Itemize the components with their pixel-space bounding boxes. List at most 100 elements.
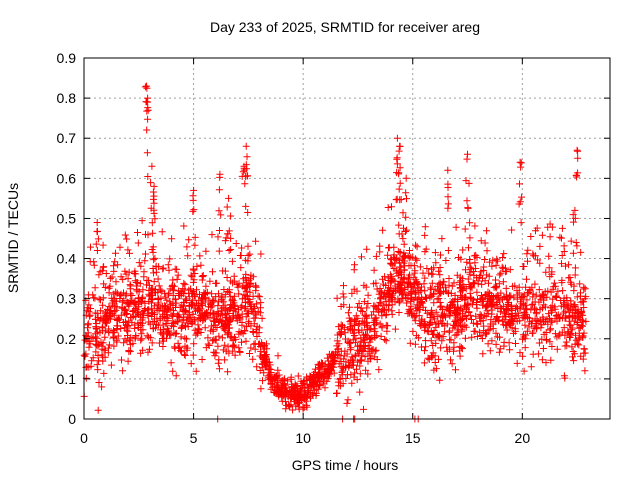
data-point (231, 351, 239, 359)
data-point (328, 361, 336, 369)
data-point (421, 324, 429, 332)
data-point (517, 159, 525, 167)
data-point (571, 214, 579, 222)
data-point (183, 335, 190, 343)
data-point (231, 302, 239, 310)
data-point (494, 257, 502, 265)
data-point (184, 323, 192, 330)
data-point (176, 291, 184, 299)
data-point (274, 366, 282, 374)
data-point (421, 231, 429, 239)
data-point (105, 284, 113, 292)
data-point (105, 341, 113, 349)
data-point (408, 294, 416, 302)
data-point (328, 351, 335, 359)
data-point (258, 314, 266, 322)
data-point (94, 352, 102, 359)
data-point (289, 406, 297, 414)
data-point (372, 252, 380, 260)
data-point (556, 233, 564, 241)
data-point (287, 395, 295, 403)
data-point (480, 322, 488, 330)
data-point (413, 256, 421, 264)
data-point (335, 323, 343, 331)
data-point (196, 311, 204, 319)
data-point (242, 291, 250, 299)
data-point (376, 320, 384, 328)
data-point (486, 258, 494, 266)
data-point (160, 307, 168, 315)
data-point (282, 405, 290, 413)
data-point (354, 346, 362, 354)
data-point (434, 287, 442, 295)
data-point (529, 250, 537, 258)
data-point (187, 360, 195, 368)
data-point (373, 285, 381, 293)
data-point (507, 292, 515, 300)
data-point (511, 327, 519, 335)
data-point (132, 279, 140, 286)
data-point (576, 280, 584, 288)
data-point (190, 186, 198, 194)
data-point (572, 239, 580, 246)
data-point (384, 251, 392, 259)
data-point (471, 259, 479, 267)
data-point (514, 305, 521, 312)
data-point (312, 365, 319, 373)
data-point (470, 279, 478, 287)
data-point (502, 306, 510, 313)
data-point (565, 261, 573, 269)
data-point (524, 246, 532, 254)
data-point (100, 346, 108, 354)
data-point (214, 359, 222, 367)
data-point (336, 329, 344, 337)
data-point (122, 321, 130, 329)
data-point (147, 179, 155, 187)
chart-title: Day 233 of 2025, SRMTID for receiver are… (210, 19, 480, 35)
data-point (395, 309, 403, 316)
data-point (102, 308, 110, 316)
data-point (207, 301, 215, 309)
data-point (155, 306, 163, 314)
data-point (549, 283, 557, 291)
data-point (578, 316, 586, 324)
data-point (356, 388, 364, 396)
data-point (100, 280, 108, 288)
data-point (120, 339, 128, 347)
data-point (398, 291, 406, 299)
data-point (558, 252, 566, 259)
data-point (294, 399, 302, 407)
data-point (525, 323, 533, 331)
data-point (191, 233, 199, 241)
data-point (163, 334, 170, 342)
data-point (488, 337, 496, 345)
data-point (139, 293, 147, 301)
data-point (540, 292, 548, 300)
data-point (120, 305, 128, 313)
data-point (393, 155, 401, 163)
data-point (159, 343, 167, 350)
data-point (435, 267, 443, 275)
data-point (216, 316, 224, 324)
data-point (486, 325, 494, 333)
data-point (473, 304, 481, 312)
data-point (190, 340, 198, 348)
data-point (144, 94, 152, 102)
data-point (333, 294, 341, 302)
data-point (150, 256, 158, 264)
data-point (489, 256, 497, 264)
data-point (350, 373, 358, 381)
data-point (326, 365, 334, 373)
data-point (434, 320, 442, 328)
data-point (95, 379, 103, 386)
data-point (461, 225, 469, 233)
data-point (340, 293, 348, 301)
data-point (374, 302, 382, 310)
data-point (437, 344, 445, 352)
data-point (237, 329, 245, 337)
data-point (532, 227, 539, 235)
data-point (483, 247, 491, 255)
data-point (581, 285, 589, 293)
data-point (435, 295, 443, 302)
data-point (158, 228, 166, 236)
